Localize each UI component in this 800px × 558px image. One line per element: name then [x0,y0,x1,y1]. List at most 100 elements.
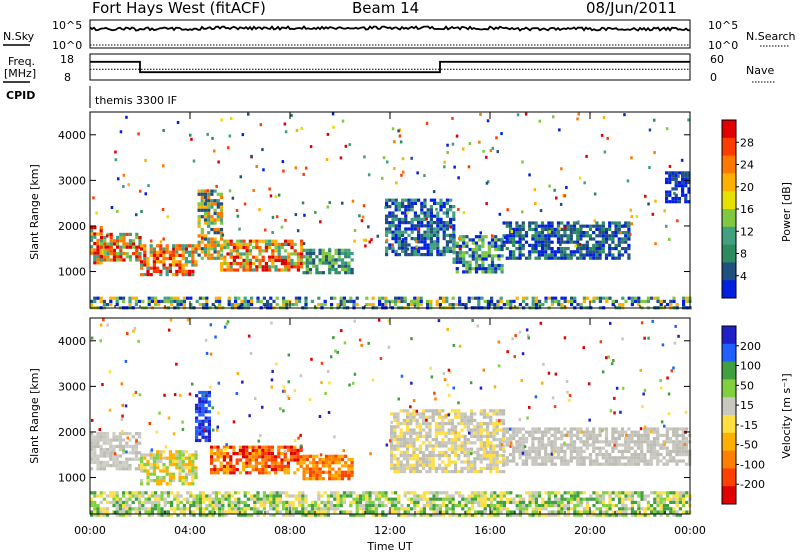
heatmap-cell [336,501,339,504]
heatmap-cell [336,303,339,306]
heatmap-cell [315,461,318,464]
heatmap-cell [531,234,534,237]
heatmap-cell [372,507,375,510]
heatmap-cell [573,225,576,228]
heatmap-cell [167,491,170,494]
heatmap-cell [327,494,330,497]
heatmap-cell [320,303,323,306]
heatmap-cell [459,258,462,261]
heatmap-cell [551,303,554,306]
heatmap-cell [325,458,328,461]
heatmap-cell [116,504,119,507]
heatmap-cell [311,507,314,510]
heatmap-cell [96,454,99,457]
heatmap-cell [119,501,122,504]
heatmap-cell [106,435,109,438]
heatmap-cell [428,460,431,463]
heatmap-cell [261,465,264,468]
heatmap-cell [486,422,489,425]
heatmap-cell [169,479,172,482]
heatmap-cell [493,504,496,507]
heatmap-cell [198,407,201,410]
heatmap-cell [469,261,472,264]
heatmap-cell [249,262,252,265]
heatmap-cell [684,175,687,178]
heatmap-cell [122,252,125,255]
heatmap-cell [416,422,419,425]
heatmap-cell [449,247,452,250]
heatmap-cell [432,507,435,510]
heatmap-cell [261,471,264,474]
heatmap-cell [656,431,659,434]
heatmap-cell [595,253,598,256]
heatmap-cell [212,491,215,494]
heatmap-cell [264,462,267,465]
heatmap-cell [474,491,477,494]
heatmap-cell [198,190,201,193]
heatmap-cell [624,450,627,453]
heatmap-cell [234,501,237,504]
heatmap-cell [103,255,106,258]
heatmap-cell [173,510,176,513]
heatmap-cell [312,262,315,265]
heatmap-cell [116,467,119,470]
heatmap-cell [586,440,589,443]
heatmap-cell [538,491,541,494]
heatmap-cell [103,467,106,470]
heatmap-cell [330,504,333,507]
heatmap-cell [228,504,231,507]
heatmap-cell [129,258,132,261]
heatmap-cell [416,419,419,422]
heatmap-cell [153,457,156,460]
heatmap-cell [93,226,96,229]
heatmap-cell [665,181,668,184]
heatmap-cell [208,439,211,442]
heatmap-cell [116,239,119,242]
heatmap-cell [250,507,253,510]
heatmap-cell [599,434,602,437]
heatmap-cell [290,452,293,455]
heatmap-cell [319,249,322,252]
heatmap-cell [425,422,428,425]
heatmap-cell [647,459,650,462]
heatmap-cell [656,440,659,443]
heatmap-cell [150,273,153,276]
heatmap-cell [452,510,455,513]
heatmap-cell [236,262,239,265]
heatmap-cell [398,253,401,256]
heatmap-cell [501,254,504,257]
scatter-cell [252,189,255,192]
heatmap-cell [443,205,446,208]
heatmap-cell [220,449,223,452]
heatmap-cell [474,510,477,513]
heatmap-cell [172,453,175,456]
heatmap-cell [400,507,403,510]
heatmap-cell [448,507,451,510]
heatmap-cell [319,258,322,261]
scatter-cell [179,394,182,397]
scatter-cell [217,161,220,164]
heatmap-cell [96,232,99,235]
heatmap-cell [144,498,147,501]
heatmap-cell [485,251,488,254]
heatmap-cell [627,456,630,459]
heatmap-cell [560,437,563,440]
heatmap-cell [471,297,474,300]
heatmap-cell [328,255,331,258]
heatmap-cell [512,253,515,256]
heatmap-cell [272,504,275,507]
heatmap-cell [416,504,419,507]
scatter-cell [363,155,366,158]
heatmap-cell [328,474,331,477]
heatmap-cell [143,260,146,263]
heatmap-cell [432,464,435,467]
heatmap-cell [245,446,248,449]
heatmap-cell [151,501,154,504]
heatmap-cell [395,208,398,211]
heatmap-cell [368,510,371,513]
heatmap-cell [429,504,432,507]
heatmap-cell [290,252,293,255]
heatmap-cell [419,451,422,454]
heatmap-cell [375,491,378,494]
heatmap-cell [618,241,621,244]
